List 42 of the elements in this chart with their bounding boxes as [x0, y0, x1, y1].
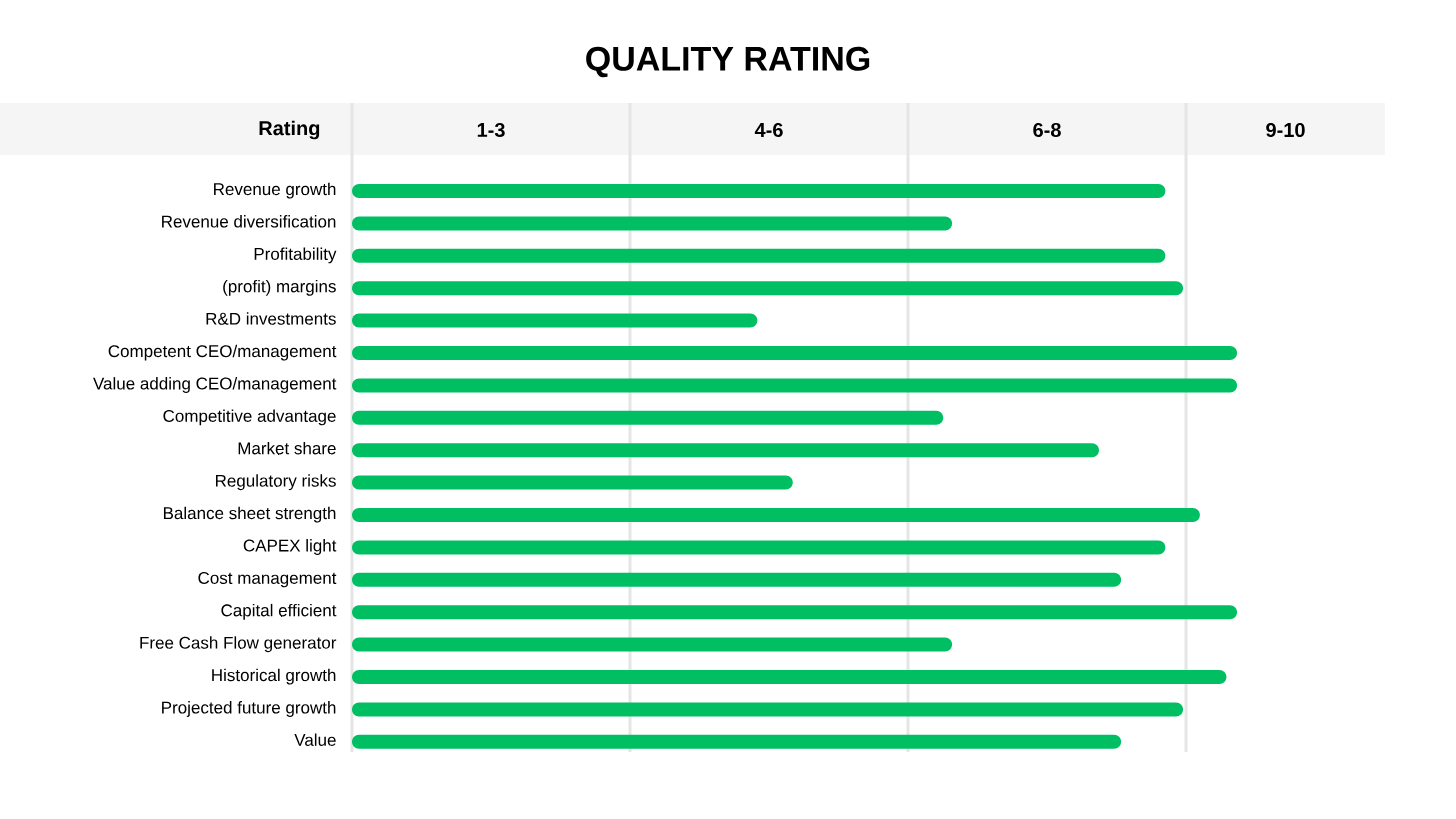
- bar: [352, 475, 793, 490]
- chart-title: QUALITY RATING: [586, 46, 870, 78]
- y-tick-label: Free Cash Flow generator: [140, 636, 337, 653]
- y-tick-label: Profitability: [254, 247, 337, 264]
- bar: [352, 281, 1184, 296]
- bar: [352, 572, 1122, 587]
- y-tick-label: Market share: [238, 441, 336, 455]
- bar: [352, 216, 953, 231]
- bar: [352, 508, 1200, 523]
- bar: [352, 670, 1227, 684]
- y-tick-label: Projected future growth: [162, 701, 336, 717]
- bar: [352, 443, 1099, 458]
- text: 9-10: [1266, 122, 1305, 138]
- bar: [352, 540, 1166, 555]
- bar: [352, 346, 1238, 360]
- y-tick-label: R&D investments: [206, 312, 336, 325]
- bar: [352, 248, 1166, 263]
- y-axis-title: Rating: [259, 120, 320, 140]
- y-tick-label: Competent CEO/management: [108, 344, 337, 361]
- y-tick-label: Revenue growth: [214, 182, 336, 199]
- bar: [352, 184, 1166, 198]
- y-tick-label: Capital efficient: [221, 603, 337, 620]
- bar: [352, 637, 953, 652]
- y-tick-label: Value: [294, 733, 336, 746]
- y-tick-label: Historical growth: [212, 668, 336, 685]
- bar: [352, 702, 1184, 717]
- bar: [352, 313, 758, 328]
- y-tick-label: Revenue diversification: [162, 215, 336, 228]
- y-tick-label: Regulatory risks: [215, 474, 336, 491]
- text: 6-8: [1033, 122, 1061, 138]
- bar: [352, 410, 944, 425]
- y-tick-label: Value adding CEO/management: [93, 377, 337, 393]
- text: 1-3: [477, 122, 505, 138]
- text: 4-6: [754, 122, 783, 138]
- bar: [352, 378, 1238, 393]
- y-tick-label: CAPEX light: [243, 539, 337, 555]
- bar: [352, 605, 1238, 620]
- y-tick-label: Balance sheet strength: [163, 506, 336, 523]
- y-tick-label: Cost management: [198, 571, 337, 588]
- bar: [352, 734, 1122, 749]
- y-tick-label: (profit) margins: [223, 279, 336, 296]
- y-tick-label: Competitive advantage: [163, 409, 336, 426]
